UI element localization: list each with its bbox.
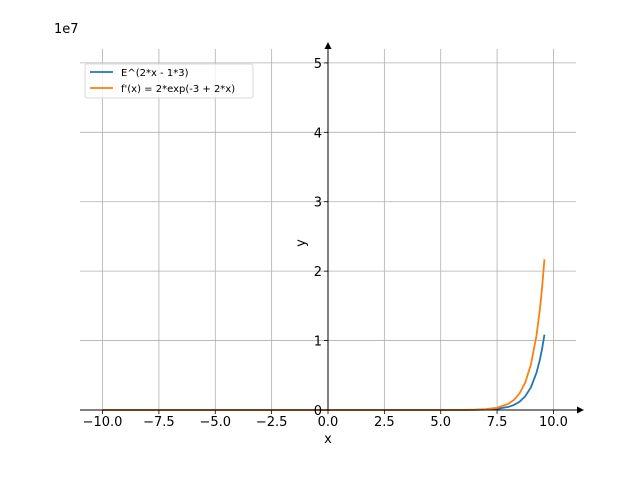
y-tick-label-5: 5 (314, 57, 322, 72)
series-line-2 (102, 259, 546, 411)
x-tick-label-1: −7.5 (143, 415, 175, 430)
axes (80, 42, 584, 414)
x-tick-label-6: 5.0 (430, 415, 451, 430)
y-axis-arrow (324, 42, 332, 49)
legend-entry-1: E^(2*x - 1*3) (121, 68, 189, 79)
y-tick-label-0: 0 (314, 404, 322, 419)
x-tick-label-8: 10.0 (539, 415, 568, 430)
y-tick-label-4: 4 (314, 126, 322, 141)
y-tick-label-3: 3 (314, 196, 322, 211)
x-tick-label-7: 7.5 (487, 415, 508, 430)
offset-label: 1e7 (54, 22, 79, 37)
x-axis-label: x (324, 432, 332, 447)
x-tick-label-2: −5.0 (199, 415, 231, 430)
legend-entry-2: f'(x) = 2*exp(-3 + 2*x) (121, 84, 235, 95)
x-axis-arrow (577, 406, 584, 414)
legend: E^(2*x - 1*3) f'(x) = 2*exp(-3 + 2*x) (84, 63, 254, 99)
ticks: −10.0 −7.5 −5.0 −2.5 0.0 2.5 5.0 7.5 10.0 0 1 2 3 4 5 (83, 57, 568, 430)
y-axis-label: y (294, 239, 309, 247)
x-tick-label-5: 2.5 (374, 415, 395, 430)
legend-box (84, 63, 254, 99)
x-tick-label-4: 0.0 (318, 415, 339, 430)
series-lines (102, 259, 546, 411)
x-tick-label-0: −10.0 (83, 415, 123, 430)
y-tick-label-1: 1 (314, 335, 322, 350)
x-tick-label-3: −2.5 (256, 415, 288, 430)
series-line-1 (102, 334, 546, 411)
y-tick-label-2: 2 (314, 265, 322, 280)
